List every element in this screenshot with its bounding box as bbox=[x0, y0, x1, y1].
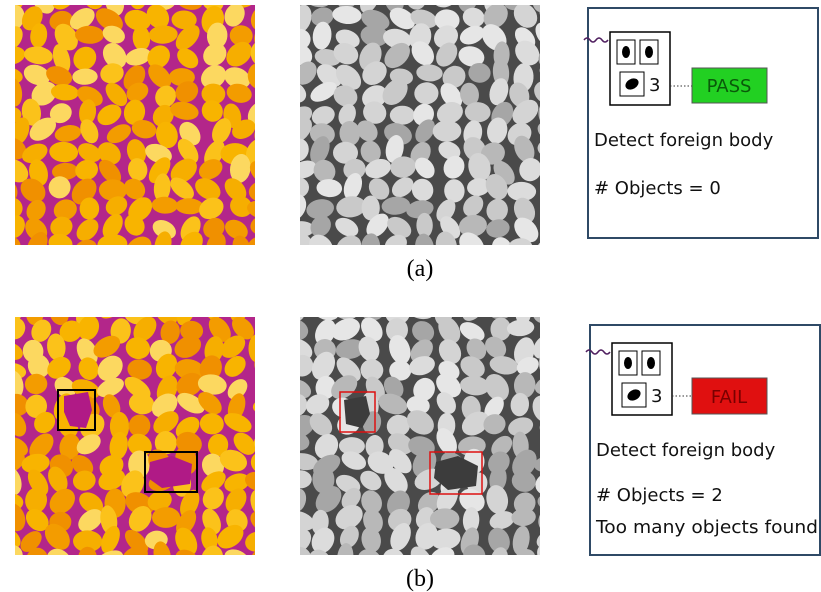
figure: (a) (b) 3 PASS Detect foreign body # Obj… bbox=[0, 0, 821, 592]
icon-dot bbox=[647, 357, 655, 369]
grain bbox=[537, 193, 566, 222]
grain bbox=[536, 411, 566, 439]
grain bbox=[252, 395, 283, 415]
icon-dot bbox=[622, 46, 630, 58]
grain bbox=[538, 315, 565, 344]
result-panel: 3 PASS Detect foreign body # Objects = 0 bbox=[584, 8, 818, 238]
grain bbox=[541, 172, 557, 201]
grain bbox=[253, 405, 285, 440]
status-text: FAIL bbox=[711, 387, 747, 408]
grain bbox=[289, 470, 312, 488]
grain bbox=[255, 369, 279, 400]
caption: (b) bbox=[406, 566, 434, 592]
result-label: Detect foreign body bbox=[594, 130, 774, 151]
icon-dot bbox=[645, 46, 653, 58]
icon-count: 3 bbox=[651, 386, 662, 407]
grain bbox=[539, 428, 562, 459]
status-text: PASS bbox=[707, 76, 752, 97]
grain bbox=[535, 153, 566, 188]
grain bbox=[253, 353, 274, 378]
grain bbox=[251, 428, 282, 455]
grain bbox=[536, 61, 567, 89]
object-count: # Objects = 2 bbox=[596, 485, 723, 506]
icon-count: 3 bbox=[649, 75, 660, 96]
result-label: Detect foreign body bbox=[596, 440, 776, 461]
icon-dot bbox=[624, 357, 632, 369]
grain bbox=[487, 300, 513, 320]
grayscale-image bbox=[279, 0, 567, 264]
grain bbox=[257, 313, 285, 341]
result-message: Too many objects found bbox=[595, 517, 818, 538]
object-count: # Objects = 0 bbox=[594, 178, 721, 199]
result-panel: 3 FAIL Detect foreign body # Objects = 2… bbox=[586, 325, 820, 555]
caption: (a) bbox=[407, 256, 434, 282]
grayscale-image bbox=[278, 295, 566, 577]
grain bbox=[390, 106, 415, 125]
thermal-image bbox=[0, 294, 286, 578]
grain bbox=[537, 239, 564, 257]
grain bbox=[536, 492, 561, 512]
thermal-image bbox=[0, 0, 286, 265]
grain bbox=[538, 210, 567, 237]
grain bbox=[252, 75, 286, 108]
